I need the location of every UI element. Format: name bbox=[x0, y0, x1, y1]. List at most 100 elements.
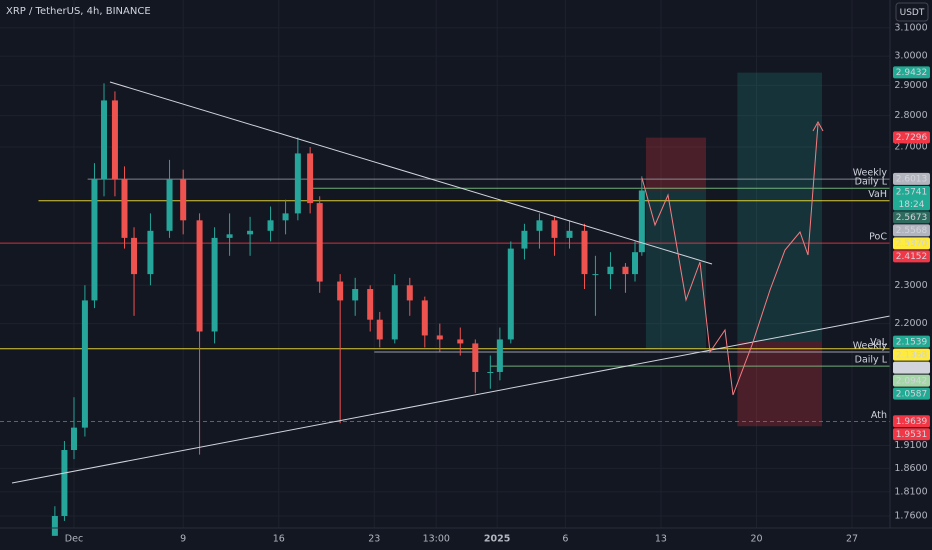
candle-body bbox=[131, 237, 138, 275]
candle-body bbox=[622, 266, 629, 275]
candle-body bbox=[496, 339, 503, 372]
positions bbox=[645, 72, 823, 427]
candle-body bbox=[607, 266, 614, 275]
projection-arrow bbox=[812, 120, 824, 132]
price-badge-label: 1.9639 bbox=[896, 417, 928, 427]
y-tick-label: 1.8100 bbox=[894, 486, 927, 497]
candle-body bbox=[581, 230, 588, 275]
candle-body bbox=[566, 230, 573, 238]
candle-body bbox=[316, 203, 323, 282]
candle-body bbox=[51, 516, 58, 536]
price-badge bbox=[893, 415, 930, 428]
candle-body bbox=[406, 285, 413, 301]
candle-body bbox=[337, 281, 344, 301]
price-badge bbox=[893, 131, 930, 144]
candle-body bbox=[121, 179, 128, 238]
level-label: VaL bbox=[870, 337, 888, 348]
candle-body bbox=[282, 213, 289, 221]
candle-body bbox=[521, 230, 528, 249]
stop-zone bbox=[737, 341, 823, 427]
candle-body bbox=[111, 100, 118, 180]
x-tick-label: 20 bbox=[750, 534, 762, 545]
x-tick-label: 2025 bbox=[484, 534, 510, 545]
projection-path bbox=[641, 123, 819, 396]
y-tick-label: 1.8600 bbox=[894, 463, 927, 474]
price-badge-label: 2.1288 bbox=[896, 363, 928, 373]
price-badge-label: 2.1539 bbox=[896, 337, 928, 347]
level-label: Daily L bbox=[855, 355, 888, 366]
candle-body bbox=[352, 289, 359, 301]
axes: 3.1000 3.0000 2.9000 2.8000 2.7000 2.3000 2.20… bbox=[65, 22, 930, 545]
candle-body bbox=[367, 289, 374, 320]
price-badge-label: 2.5673 bbox=[896, 213, 928, 223]
price-badge bbox=[893, 428, 930, 441]
y-tick-label: 1.9100 bbox=[894, 440, 927, 451]
candle-body bbox=[551, 220, 558, 238]
y-tick-label: 2.8000 bbox=[894, 110, 927, 121]
candle-body bbox=[376, 319, 383, 340]
price-badge-label: 2.9432 bbox=[896, 68, 928, 78]
price-badge bbox=[893, 374, 930, 387]
price-badge-label: 2.0587 bbox=[896, 389, 928, 399]
level-label: Weekly bbox=[853, 168, 888, 179]
x-tick-label: 13:00 bbox=[423, 534, 450, 545]
level-label: Weekly bbox=[853, 340, 888, 351]
x-tick-label: 13 bbox=[655, 534, 667, 545]
x-tick-label: 23 bbox=[368, 534, 380, 545]
candle-body bbox=[196, 220, 203, 332]
price-badge bbox=[893, 172, 930, 185]
x-tick-label: 27 bbox=[846, 534, 858, 545]
stop-zone bbox=[645, 137, 706, 191]
candle-body bbox=[294, 153, 301, 214]
price-badge-label: 1.9531 bbox=[896, 430, 928, 440]
candle-body bbox=[267, 220, 274, 231]
candle-body bbox=[592, 274, 599, 276]
candle-body bbox=[91, 179, 98, 301]
candle-body bbox=[81, 300, 88, 428]
y-tick-label: 3.0000 bbox=[894, 51, 927, 62]
grid bbox=[0, 0, 890, 528]
chart-title: XRP / TetherUS, 4h, BINANCE bbox=[6, 6, 151, 17]
x-tick-label: 6 bbox=[562, 534, 568, 545]
level-label: PoC bbox=[869, 232, 887, 243]
candle-body bbox=[226, 234, 233, 238]
price-badge bbox=[893, 237, 930, 250]
candle-body bbox=[180, 179, 187, 221]
y-tick-label: 1.7600 bbox=[894, 511, 927, 522]
price-badge bbox=[893, 185, 930, 211]
candles bbox=[51, 83, 645, 536]
candle-body bbox=[211, 237, 218, 332]
candle-body bbox=[61, 450, 68, 517]
target-zone bbox=[737, 72, 823, 342]
trendline bbox=[11, 315, 891, 484]
x-tick-label: 9 bbox=[180, 534, 186, 545]
price-badge-label: 2.1368 bbox=[896, 350, 928, 360]
candle-body bbox=[507, 248, 514, 340]
candle-body bbox=[70, 427, 77, 451]
candle-body bbox=[307, 153, 314, 204]
currency-button[interactable] bbox=[895, 2, 929, 22]
y-tick-label: 3.1000 bbox=[894, 22, 927, 33]
target-zone bbox=[645, 190, 706, 349]
price-badge-label: 2.6013 bbox=[896, 175, 928, 185]
level-label: Daily L bbox=[855, 177, 888, 188]
candle-body bbox=[536, 220, 543, 231]
price-badge bbox=[893, 211, 930, 224]
countdown-label: 18:24 bbox=[899, 200, 925, 210]
price-badge-label: 2.4152 bbox=[896, 252, 928, 262]
level-label: Ath bbox=[871, 410, 887, 421]
candle-body bbox=[166, 179, 173, 231]
price-badge-label: 2.5568 bbox=[896, 226, 928, 236]
y-tick-label: 2.7000 bbox=[894, 142, 927, 153]
level-label: VaH bbox=[868, 189, 887, 200]
candle-body bbox=[632, 252, 639, 275]
price-badge-label: 2.5370 bbox=[896, 239, 928, 249]
candle-body bbox=[147, 230, 154, 275]
candle-body bbox=[421, 300, 428, 336]
candle-body bbox=[472, 343, 479, 372]
price-badge bbox=[893, 335, 930, 348]
y-tick-label: 2.9000 bbox=[894, 80, 927, 91]
price-badge-label: 2.0942 bbox=[896, 376, 928, 386]
candle-body bbox=[101, 100, 108, 180]
